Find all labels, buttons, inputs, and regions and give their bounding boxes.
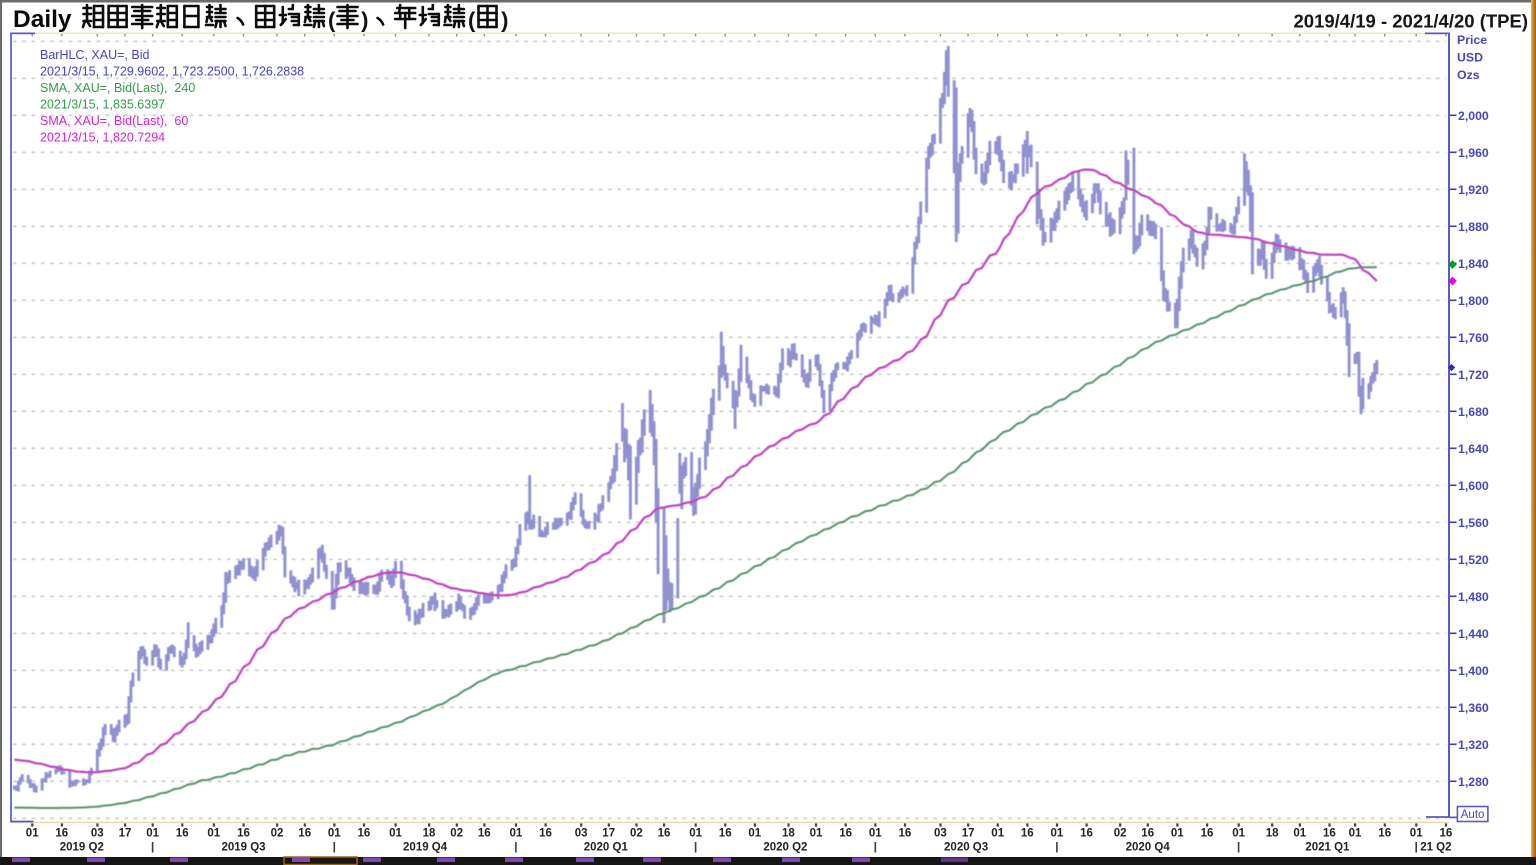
svg-text:03: 03 bbox=[91, 828, 104, 840]
svg-text:01: 01 bbox=[869, 828, 882, 840]
svg-text:BarHLC, XAU=, Bid: BarHLC, XAU=, Bid bbox=[40, 48, 149, 62]
svg-text:2020 Q4: 2020 Q4 bbox=[1126, 842, 1171, 854]
svg-text:01: 01 bbox=[146, 828, 159, 840]
svg-text:01: 01 bbox=[207, 828, 220, 840]
svg-text:(: ( bbox=[468, 8, 476, 33]
svg-text:18: 18 bbox=[1266, 828, 1279, 840]
svg-text:1,960: 1,960 bbox=[1458, 146, 1489, 160]
svg-text:16: 16 bbox=[899, 828, 912, 840]
svg-text:1,640: 1,640 bbox=[1458, 442, 1489, 456]
svg-text:USD: USD bbox=[1457, 51, 1483, 65]
svg-text:16: 16 bbox=[1323, 828, 1336, 840]
svg-text:1,760: 1,760 bbox=[1458, 331, 1489, 345]
svg-text:16: 16 bbox=[839, 828, 852, 840]
svg-text:16: 16 bbox=[237, 828, 250, 840]
svg-text:16: 16 bbox=[298, 828, 311, 840]
svg-text:01: 01 bbox=[328, 828, 341, 840]
svg-text:02: 02 bbox=[450, 828, 463, 840]
svg-text:17: 17 bbox=[602, 828, 615, 840]
svg-text:16: 16 bbox=[719, 828, 732, 840]
svg-text:01: 01 bbox=[389, 828, 402, 840]
svg-text:1,880: 1,880 bbox=[1458, 220, 1489, 234]
svg-text:21 Q2: 21 Q2 bbox=[1420, 842, 1451, 854]
svg-text:2021/3/15, 1,835.6397: 2021/3/15, 1,835.6397 bbox=[40, 98, 165, 112]
svg-text:1,320: 1,320 bbox=[1458, 738, 1489, 752]
svg-text:16: 16 bbox=[478, 828, 491, 840]
svg-text:2021/3/15, 1,729.9602, 1,723.2: 2021/3/15, 1,729.9602, 1,723.2500, 1,726… bbox=[40, 65, 304, 79]
svg-text:02: 02 bbox=[630, 828, 643, 840]
svg-text:1,520: 1,520 bbox=[1458, 553, 1489, 567]
svg-text:17: 17 bbox=[962, 828, 975, 840]
svg-text:2019 Q2: 2019 Q2 bbox=[60, 842, 104, 854]
svg-text:(: ( bbox=[328, 8, 336, 33]
svg-text:16: 16 bbox=[1021, 828, 1034, 840]
svg-text:01: 01 bbox=[748, 828, 761, 840]
svg-text:1,280: 1,280 bbox=[1458, 775, 1489, 789]
svg-text:): ) bbox=[361, 8, 368, 33]
svg-text:1,360: 1,360 bbox=[1458, 701, 1489, 715]
svg-text:16: 16 bbox=[55, 828, 68, 840]
svg-text:16: 16 bbox=[1378, 828, 1391, 840]
svg-text:01: 01 bbox=[26, 828, 39, 840]
svg-text:01: 01 bbox=[689, 828, 702, 840]
svg-text:01: 01 bbox=[1293, 828, 1306, 840]
svg-text:01: 01 bbox=[1349, 828, 1362, 840]
svg-text:16: 16 bbox=[539, 828, 552, 840]
svg-text:1,920: 1,920 bbox=[1458, 183, 1489, 197]
svg-text:SMA, XAU=, Bid(Last), 240: SMA, XAU=, Bid(Last), 240 bbox=[40, 81, 195, 95]
svg-text:16: 16 bbox=[1141, 828, 1154, 840]
svg-text:16: 16 bbox=[176, 828, 189, 840]
svg-text:1,440: 1,440 bbox=[1458, 627, 1489, 641]
svg-text:2020 Q2: 2020 Q2 bbox=[763, 842, 807, 854]
svg-text:Ozs: Ozs bbox=[1457, 68, 1480, 82]
svg-text:18: 18 bbox=[423, 828, 436, 840]
svg-text:2019/4/19 - 2021/4/20 (TPE): 2019/4/19 - 2021/4/20 (TPE) bbox=[1294, 11, 1528, 32]
svg-text:1,600: 1,600 bbox=[1458, 479, 1489, 493]
svg-text:03: 03 bbox=[575, 828, 588, 840]
svg-text:1,560: 1,560 bbox=[1458, 516, 1489, 530]
svg-text:16: 16 bbox=[1201, 828, 1214, 840]
svg-text:16: 16 bbox=[358, 828, 371, 840]
svg-text:Auto: Auto bbox=[1461, 809, 1485, 821]
svg-text:01: 01 bbox=[810, 828, 823, 840]
svg-text:16: 16 bbox=[658, 828, 671, 840]
svg-text:01: 01 bbox=[1232, 828, 1245, 840]
svg-text:1,480: 1,480 bbox=[1458, 590, 1489, 604]
svg-text:): ) bbox=[501, 8, 508, 33]
svg-text:01: 01 bbox=[991, 828, 1004, 840]
svg-text:01: 01 bbox=[1051, 828, 1064, 840]
svg-text:1,800: 1,800 bbox=[1458, 294, 1489, 308]
svg-text:02: 02 bbox=[1114, 828, 1127, 840]
svg-text:Price: Price bbox=[1457, 33, 1487, 47]
svg-text:02: 02 bbox=[271, 828, 284, 840]
svg-text:1,400: 1,400 bbox=[1458, 664, 1489, 678]
svg-text:18: 18 bbox=[782, 828, 795, 840]
svg-text:03: 03 bbox=[934, 828, 947, 840]
svg-text:Daily: Daily bbox=[13, 6, 72, 33]
svg-text:2,000: 2,000 bbox=[1458, 109, 1489, 123]
svg-text:01: 01 bbox=[510, 828, 523, 840]
svg-text:1,840: 1,840 bbox=[1458, 257, 1489, 271]
svg-text:16: 16 bbox=[1440, 828, 1453, 840]
svg-text:SMA, XAU=, Bid(Last), 60: SMA, XAU=, Bid(Last), 60 bbox=[40, 114, 188, 128]
svg-text:2020 Q3: 2020 Q3 bbox=[944, 842, 988, 854]
svg-text:16: 16 bbox=[1080, 828, 1093, 840]
svg-text:2020 Q1: 2020 Q1 bbox=[584, 842, 629, 854]
svg-text:1,720: 1,720 bbox=[1458, 368, 1489, 382]
svg-text:17: 17 bbox=[119, 828, 132, 840]
svg-text:01: 01 bbox=[1410, 828, 1423, 840]
svg-text:2021 Q1: 2021 Q1 bbox=[1305, 842, 1350, 854]
svg-text:2019 Q3: 2019 Q3 bbox=[221, 842, 265, 854]
svg-text:01: 01 bbox=[1171, 828, 1184, 840]
svg-text:1,680: 1,680 bbox=[1458, 405, 1489, 419]
svg-text:2019 Q4: 2019 Q4 bbox=[403, 842, 448, 854]
svg-text:2021/3/15, 1,820.7294: 2021/3/15, 1,820.7294 bbox=[40, 131, 165, 145]
